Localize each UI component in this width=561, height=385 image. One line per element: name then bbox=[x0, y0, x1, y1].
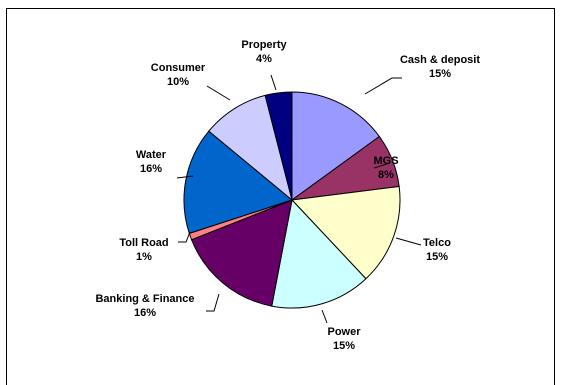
slice-percent-mgs: 8% bbox=[378, 169, 394, 181]
slice-label-banking-finance: Banking & Finance 16% bbox=[95, 293, 194, 319]
pie-slice-property bbox=[264, 91, 293, 201]
leader-line-toll-road bbox=[178, 231, 191, 243]
leader-line-mgs bbox=[373, 162, 391, 169]
leader-line-water bbox=[176, 175, 194, 179]
pie-slices bbox=[183, 91, 401, 309]
slice-label-mgs: MGS 8% bbox=[373, 155, 398, 181]
slice-label-property: Property 4% bbox=[241, 39, 287, 65]
slice-label-toll-road: Toll Road 1% bbox=[119, 237, 168, 263]
slice-name-power: Power bbox=[327, 326, 361, 338]
slice-labels: Cash & deposit 15% MGS 8% Telco 15% Power 15% Ba… bbox=[95, 39, 480, 352]
slice-percent-water: 16% bbox=[140, 163, 162, 175]
slice-name-consumer: Consumer bbox=[151, 62, 206, 74]
slice-name-telco: Telco bbox=[423, 237, 451, 249]
slice-label-power: Power 15% bbox=[327, 326, 361, 352]
slice-name-water: Water bbox=[136, 149, 167, 161]
pie-slice-water bbox=[183, 130, 294, 235]
leader-line-cash-deposit bbox=[364, 77, 402, 95]
slice-label-cash-deposit: Cash & deposit 15% bbox=[400, 54, 480, 80]
pie-slice-telco bbox=[290, 185, 401, 280]
pie-slice-cash-deposit bbox=[291, 91, 381, 201]
slice-percent-power: 15% bbox=[333, 340, 355, 352]
slice-percent-telco: 15% bbox=[426, 251, 448, 263]
slice-percent-toll-road: 1% bbox=[136, 251, 152, 263]
slice-name-banking-finance: Banking & Finance bbox=[95, 293, 194, 305]
slice-percent-property: 4% bbox=[256, 53, 272, 65]
slice-name-property: Property bbox=[241, 39, 287, 51]
slice-label-water: Water 16% bbox=[136, 149, 167, 175]
leader-line-power bbox=[321, 309, 328, 324]
slice-name-mgs: MGS bbox=[373, 155, 398, 167]
slice-percent-banking-finance: 16% bbox=[134, 307, 156, 319]
leader-lines bbox=[176, 74, 422, 324]
leader-line-telco bbox=[395, 237, 422, 246]
slice-percent-consumer: 10% bbox=[167, 76, 189, 88]
slice-name-toll-road: Toll Road bbox=[119, 237, 168, 249]
slice-name-cash-deposit: Cash & deposit bbox=[400, 54, 480, 66]
slice-percent-cash-deposit: 15% bbox=[429, 68, 451, 80]
leader-line-consumer bbox=[206, 85, 231, 101]
slice-label-consumer: Consumer 10% bbox=[151, 62, 206, 88]
slice-label-telco: Telco 15% bbox=[423, 237, 451, 263]
pie-slice-power bbox=[271, 198, 367, 309]
leader-line-property bbox=[270, 74, 277, 91]
leader-line-banking-finance bbox=[206, 293, 220, 312]
pie-slice-banking-finance bbox=[190, 199, 293, 307]
